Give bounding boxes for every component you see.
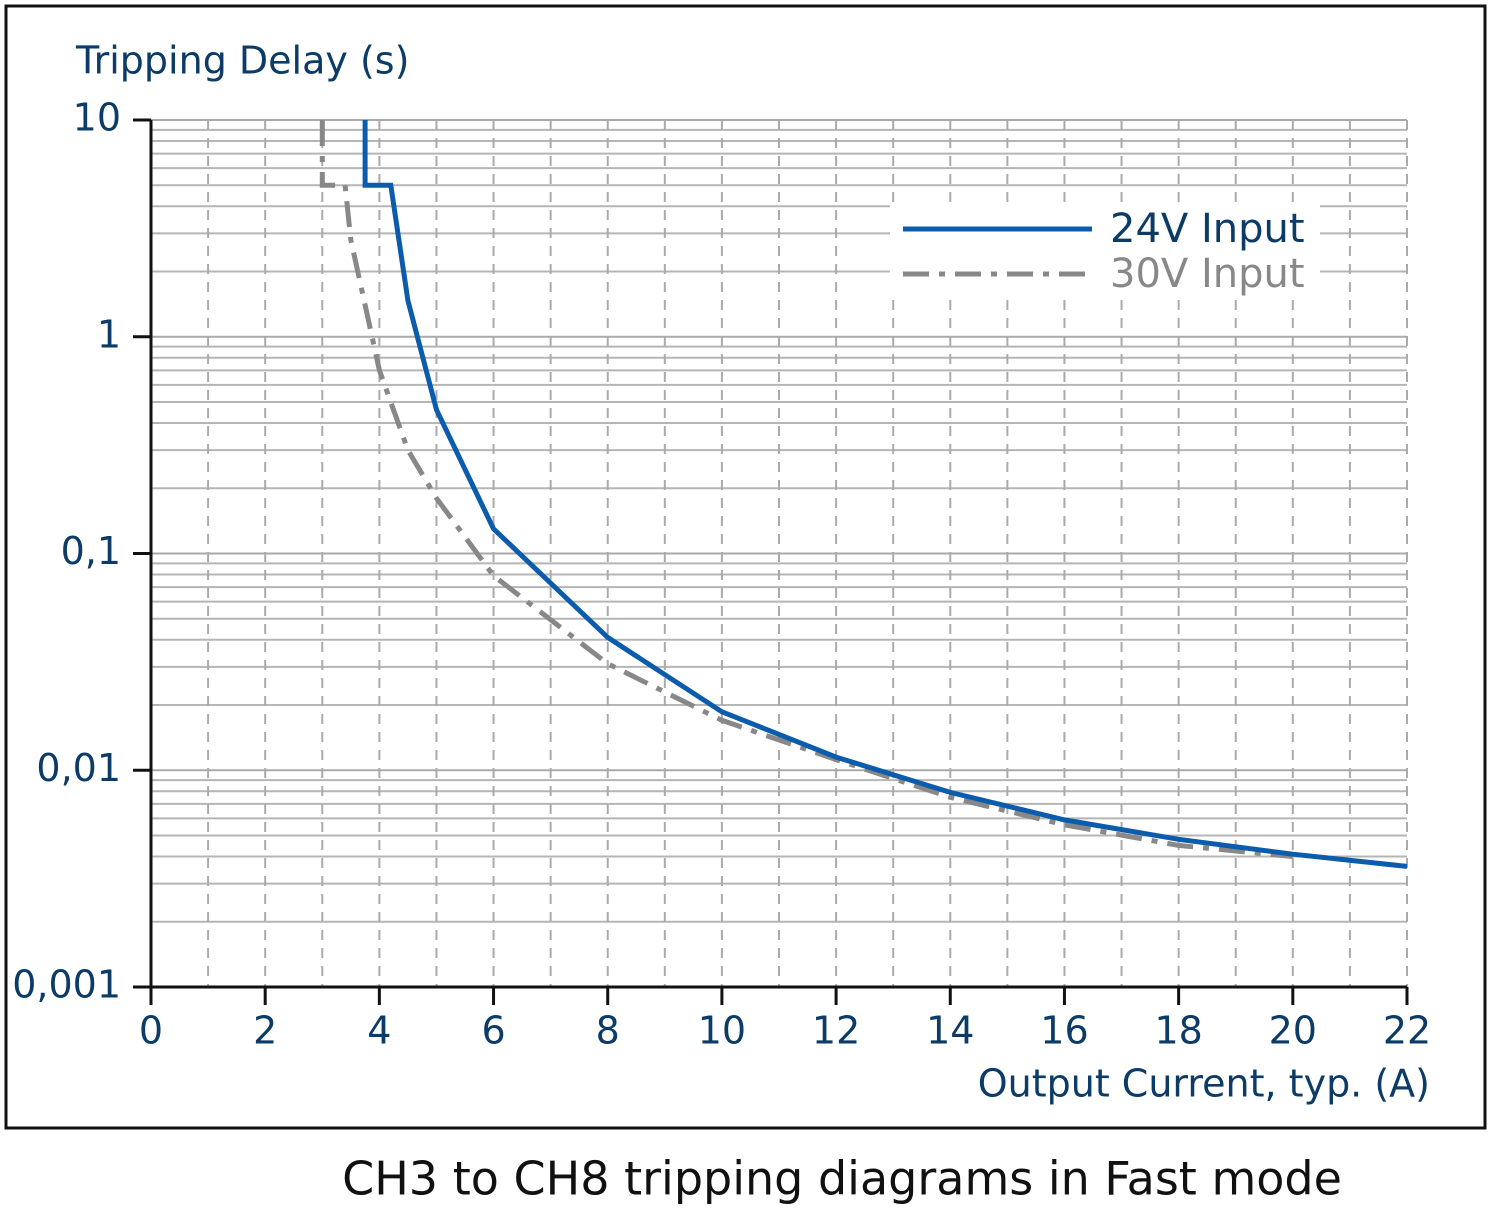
y-tick-label: 10 [73, 96, 121, 140]
x-axis-label: Output Current, typ. (A) [978, 1062, 1430, 1106]
x-tick-label: 4 [367, 1009, 391, 1053]
x-tick-label: 20 [1269, 1009, 1317, 1053]
legend-label: 30V Input [1110, 251, 1305, 297]
x-tick-label: 14 [926, 1009, 974, 1053]
x-tick-label: 2 [253, 1009, 277, 1053]
x-tick-label: 12 [812, 1009, 860, 1053]
y-tick-label: 0,1 [61, 529, 121, 573]
x-tick-label: 22 [1383, 1009, 1431, 1053]
y-tick-label: 0,001 [12, 963, 121, 1007]
data-line [319, 120, 1294, 859]
x-tick-label: 16 [1040, 1009, 1088, 1053]
y-axis-label: Tripping Delay (s) [75, 39, 409, 83]
y-tick-label: 0,01 [36, 746, 121, 790]
x-tick-label: 6 [481, 1009, 505, 1053]
legend-box [890, 205, 1320, 297]
x-tick-label: 18 [1154, 1009, 1202, 1053]
legend-label: 24V Input [1110, 206, 1305, 252]
x-tick-label: 0 [139, 1009, 163, 1053]
x-tick-label: 8 [596, 1009, 620, 1053]
data-line [362, 120, 1408, 869]
y-tick-label: 1 [97, 312, 121, 356]
x-tick-label: 10 [698, 1009, 746, 1053]
chart-frame [4, 4, 1487, 1130]
caption: CH3 to CH8 tripping diagrams in Fast mod… [342, 1152, 1342, 1206]
